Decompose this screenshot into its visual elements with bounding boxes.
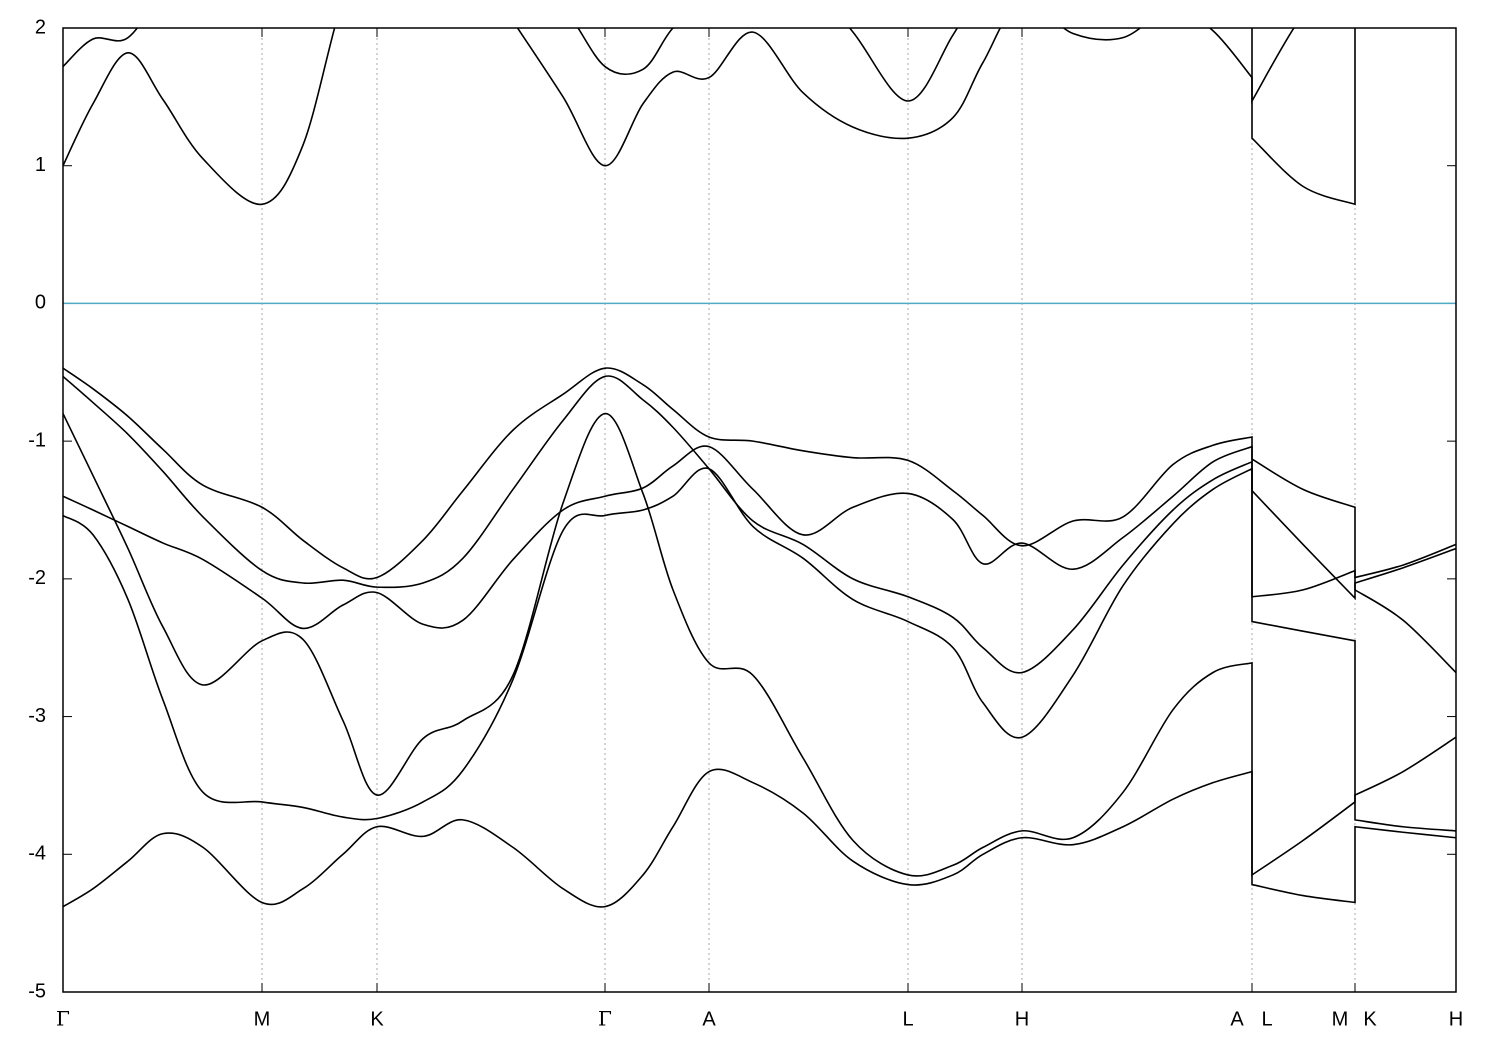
band-line [63, 768, 1456, 908]
band-line [63, 445, 1456, 674]
y-tick-label: -5 [28, 980, 46, 1002]
plot-frame [62, 27, 1457, 993]
y-tick-label: -3 [28, 705, 46, 727]
plot-area [63, 28, 1456, 908]
x-tick-label: K [1363, 1008, 1377, 1030]
band-line [63, 412, 1456, 877]
x-tick-label: M [1332, 1008, 1349, 1030]
band-line [63, 467, 1456, 832]
band-line [63, 28, 1356, 206]
x-tick-label: Γ [56, 1007, 70, 1031]
x-tick-label: A [702, 1008, 716, 1030]
x-tick-label: M [254, 1008, 271, 1030]
band-line [63, 28, 1295, 104]
y-tick-label: 0 [35, 292, 46, 314]
band-line [63, 367, 1456, 580]
y-tick-label: 2 [35, 16, 46, 38]
y-tick-label: -2 [28, 567, 46, 589]
x-tick-label: L [1261, 1008, 1272, 1030]
y-tick-label: 1 [35, 154, 46, 176]
x-tick-label: L [902, 1008, 913, 1030]
x-tick-label: K [370, 1008, 384, 1030]
x-tick-label: H [1015, 1008, 1029, 1030]
band-line [63, 375, 1456, 674]
x-tick-label: A [1230, 1008, 1244, 1030]
y-tick-label: -4 [28, 843, 46, 865]
x-tick-label: Γ [598, 1007, 612, 1031]
y-tick-label: -1 [28, 429, 46, 451]
x-tick-label: H [1449, 1008, 1463, 1030]
